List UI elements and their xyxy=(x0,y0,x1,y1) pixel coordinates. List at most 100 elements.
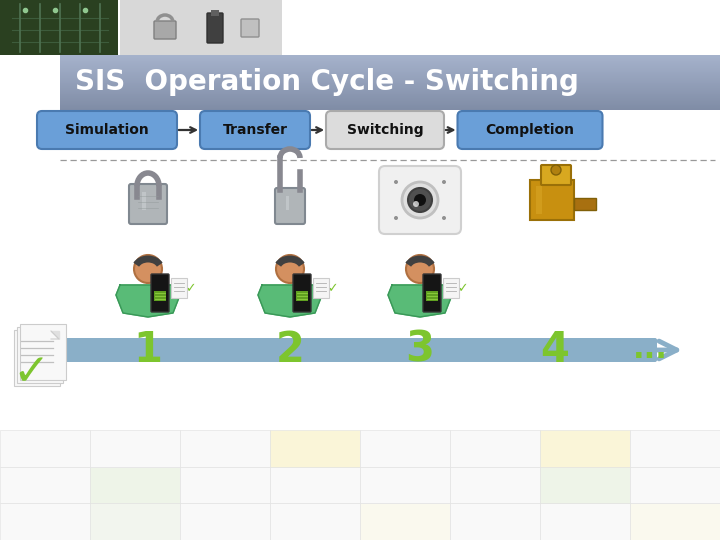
FancyBboxPatch shape xyxy=(154,21,176,39)
Bar xyxy=(60,90,720,92)
Text: 1: 1 xyxy=(133,329,163,371)
Bar xyxy=(60,89,720,91)
Bar xyxy=(60,56,720,57)
Bar xyxy=(630,467,720,503)
Bar xyxy=(426,291,438,301)
Bar xyxy=(60,61,720,62)
Bar xyxy=(60,86,720,88)
Circle shape xyxy=(394,180,398,184)
Bar xyxy=(60,93,720,94)
FancyBboxPatch shape xyxy=(423,274,441,312)
Text: SIS  Operation Cycle - Switching: SIS Operation Cycle - Switching xyxy=(75,69,579,97)
FancyBboxPatch shape xyxy=(171,278,187,298)
Bar xyxy=(60,80,720,82)
Text: ...: ... xyxy=(633,335,667,364)
Bar xyxy=(60,82,720,83)
FancyBboxPatch shape xyxy=(151,274,169,312)
Text: 3: 3 xyxy=(405,329,434,371)
Circle shape xyxy=(408,188,432,212)
Bar xyxy=(360,430,450,467)
Bar xyxy=(540,430,630,467)
FancyBboxPatch shape xyxy=(275,188,305,224)
Bar xyxy=(60,102,720,103)
Bar xyxy=(60,78,720,80)
Bar xyxy=(60,98,720,100)
Bar xyxy=(0,503,90,540)
Bar xyxy=(60,59,720,60)
Bar xyxy=(60,55,720,56)
Circle shape xyxy=(406,255,434,283)
Bar xyxy=(60,69,720,71)
Polygon shape xyxy=(116,285,180,317)
Bar xyxy=(296,291,308,301)
Polygon shape xyxy=(258,285,322,317)
Bar xyxy=(60,102,720,104)
Bar xyxy=(60,66,720,68)
Text: ✓: ✓ xyxy=(456,282,467,295)
Bar xyxy=(60,72,720,73)
FancyBboxPatch shape xyxy=(541,165,571,185)
Bar xyxy=(60,97,720,98)
Bar xyxy=(60,107,720,109)
Bar xyxy=(60,89,720,90)
Bar xyxy=(574,198,596,210)
Bar xyxy=(90,503,180,540)
FancyBboxPatch shape xyxy=(443,278,459,298)
Circle shape xyxy=(414,194,426,206)
Bar xyxy=(60,76,720,77)
Circle shape xyxy=(134,255,162,283)
Bar xyxy=(60,77,720,78)
Bar xyxy=(211,10,219,16)
Text: ✓: ✓ xyxy=(185,282,195,295)
Polygon shape xyxy=(51,331,59,339)
Bar xyxy=(450,503,540,540)
FancyBboxPatch shape xyxy=(14,330,60,386)
Polygon shape xyxy=(388,285,452,317)
Bar xyxy=(90,467,180,503)
Bar xyxy=(360,467,450,503)
Text: Completion: Completion xyxy=(485,123,575,137)
Text: ✓: ✓ xyxy=(327,282,337,295)
Text: Simulation: Simulation xyxy=(65,123,149,137)
FancyBboxPatch shape xyxy=(293,274,311,312)
Bar xyxy=(180,430,270,467)
Bar xyxy=(180,467,270,503)
Bar xyxy=(630,430,720,467)
Bar xyxy=(270,430,360,467)
Bar xyxy=(530,180,574,220)
Bar xyxy=(60,68,720,69)
Circle shape xyxy=(276,255,304,283)
Bar xyxy=(142,192,146,210)
Bar xyxy=(60,91,720,92)
Bar xyxy=(60,94,720,96)
Bar xyxy=(536,186,542,214)
Bar xyxy=(60,60,720,62)
Bar xyxy=(60,95,720,96)
FancyBboxPatch shape xyxy=(17,327,63,383)
Circle shape xyxy=(442,216,446,220)
Circle shape xyxy=(394,216,398,220)
Bar xyxy=(60,106,720,107)
Bar xyxy=(360,503,450,540)
Bar xyxy=(60,62,720,63)
Bar xyxy=(60,65,720,66)
Bar xyxy=(60,98,720,99)
Bar xyxy=(0,0,118,55)
Circle shape xyxy=(413,201,419,207)
Circle shape xyxy=(551,165,561,175)
Bar xyxy=(60,75,720,76)
Bar xyxy=(60,99,720,101)
FancyBboxPatch shape xyxy=(313,278,329,298)
FancyBboxPatch shape xyxy=(28,338,657,362)
Bar xyxy=(60,74,720,75)
Bar xyxy=(0,430,90,467)
Bar xyxy=(270,503,360,540)
FancyBboxPatch shape xyxy=(207,13,223,43)
Bar xyxy=(0,467,90,503)
Bar xyxy=(630,503,720,540)
FancyBboxPatch shape xyxy=(129,184,167,224)
Bar xyxy=(450,430,540,467)
Bar xyxy=(180,503,270,540)
Text: Transfer: Transfer xyxy=(222,123,287,137)
Bar xyxy=(60,70,720,71)
